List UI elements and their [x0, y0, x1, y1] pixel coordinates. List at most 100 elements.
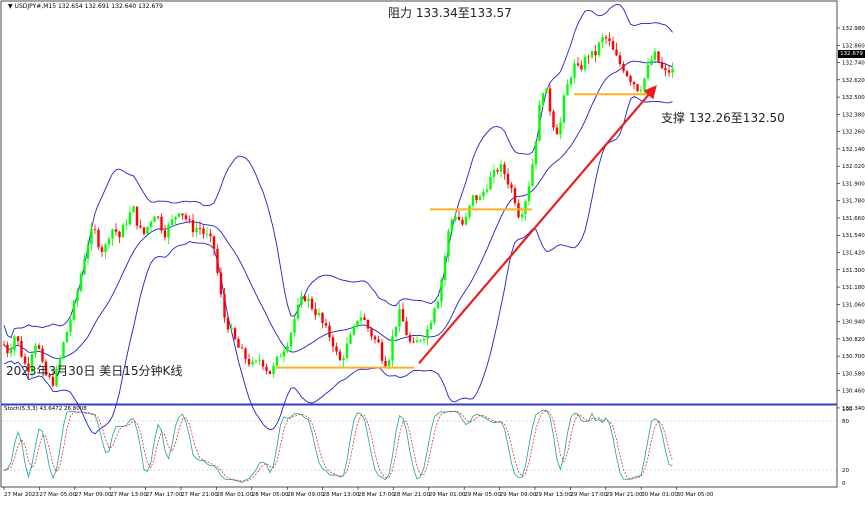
candle-body	[622, 64, 625, 72]
candle-body	[534, 141, 538, 165]
candle-body	[135, 206, 139, 226]
candle-body	[258, 360, 261, 362]
candle-body	[226, 317, 230, 330]
candle-body	[139, 225, 142, 228]
candle-body	[76, 290, 79, 302]
candle-body	[83, 258, 86, 275]
stoch-label: Stoch(5,3,3) 43.6472 26.8008	[4, 406, 87, 412]
candle-body	[615, 49, 618, 56]
candle-body	[321, 312, 324, 324]
candle-body	[363, 317, 366, 321]
candle-body	[545, 88, 548, 94]
candle-body	[559, 122, 562, 135]
candle-body	[639, 89, 643, 91]
candle-body	[6, 344, 9, 354]
candle-body	[475, 195, 478, 200]
candle-body	[97, 229, 100, 248]
candle-body	[265, 366, 268, 371]
candle-body	[541, 93, 545, 105]
candle-body	[240, 347, 244, 349]
candle-body	[555, 127, 559, 135]
resistance-label: 阻力 133.34至133.57	[388, 6, 512, 20]
candle-body	[195, 228, 198, 233]
candle-body	[366, 320, 370, 329]
time-tick-label: 27 Mar 05:00	[39, 492, 76, 498]
candle-body	[338, 351, 342, 361]
candle-body	[583, 56, 587, 70]
candle-body	[174, 216, 177, 220]
candle-body	[510, 184, 513, 189]
time-tick-label: 28 Mar 21:00	[393, 492, 430, 498]
time-tick-label: 27 Mar 21:00	[181, 492, 218, 498]
price-tick-label: 131.540	[842, 233, 865, 239]
candle-body	[2, 344, 6, 346]
time-tick-label: 30 Mar 05:00	[677, 492, 714, 498]
candle-body	[48, 375, 51, 377]
candle-body	[293, 318, 296, 333]
candle-body	[538, 104, 541, 142]
candle-body	[601, 37, 604, 43]
candle-body	[114, 229, 118, 232]
candle-body	[660, 61, 664, 69]
candle-body	[55, 368, 58, 386]
price-tick-label: 132.860	[842, 43, 865, 49]
price-tick-label: 131.900	[842, 181, 865, 187]
candle-body	[191, 220, 195, 233]
time-tick-label: 28 Mar 05:00	[252, 492, 289, 498]
candle-body	[629, 76, 632, 83]
candle-body	[275, 356, 279, 366]
candle-body	[233, 328, 237, 340]
bollinger-lower	[3, 95, 673, 435]
candle-body	[636, 84, 639, 91]
candle-body	[415, 340, 419, 343]
candle-body	[380, 342, 384, 361]
candle-body	[412, 341, 415, 343]
stoch-level-label: 100	[842, 407, 853, 413]
candle-body	[51, 376, 55, 386]
candle-body	[153, 216, 156, 222]
time-tick-label: 29 Mar 05:00	[464, 492, 501, 498]
candle-body	[209, 233, 212, 237]
candle-body	[86, 244, 90, 259]
price-tick-label: 131.660	[842, 216, 865, 222]
candle-body	[590, 51, 594, 58]
candle-body	[282, 351, 286, 357]
candle-body	[454, 216, 457, 220]
candle-body	[552, 111, 555, 128]
candle-body	[223, 294, 226, 318]
candle-body	[625, 71, 629, 77]
candle-body	[107, 238, 111, 245]
time-tick-label: 27 Mar 13:00	[110, 492, 147, 498]
candle-body	[398, 309, 401, 327]
candle-body	[597, 42, 601, 56]
candle-body	[524, 201, 527, 215]
price-tick-label: 132.500	[842, 95, 865, 101]
triangle-down-icon[interactable]: ▼	[8, 3, 13, 10]
candle-body	[573, 63, 576, 78]
candle-body	[503, 164, 506, 174]
time-tick-label: 30 Mar 01:00	[641, 492, 678, 498]
candle-body	[9, 350, 13, 354]
price-tick-label: 131.780	[842, 199, 865, 205]
candle-body	[352, 326, 356, 335]
candle-body	[436, 301, 440, 309]
candle-body	[387, 360, 391, 367]
candle-body	[93, 229, 97, 230]
candle-body	[219, 272, 223, 295]
price-tick-label: 132.980	[842, 26, 865, 32]
candle-body	[34, 345, 37, 355]
current-price-tag: 132.679	[838, 50, 865, 58]
time-tick-label: 29 Mar 17:00	[570, 492, 607, 498]
candle-body	[279, 356, 282, 358]
candle-body	[349, 334, 352, 344]
candle-body	[461, 219, 464, 225]
symbol-ohlc-text: USDJPY#,M15 132.654 132.691 132.640 132.…	[14, 3, 163, 10]
candle-body	[576, 63, 580, 66]
candle-body	[356, 320, 359, 327]
candle-body	[184, 215, 188, 220]
candle-body	[342, 357, 345, 361]
price-tick-label: 132.740	[842, 61, 865, 67]
candle-body	[247, 358, 251, 365]
